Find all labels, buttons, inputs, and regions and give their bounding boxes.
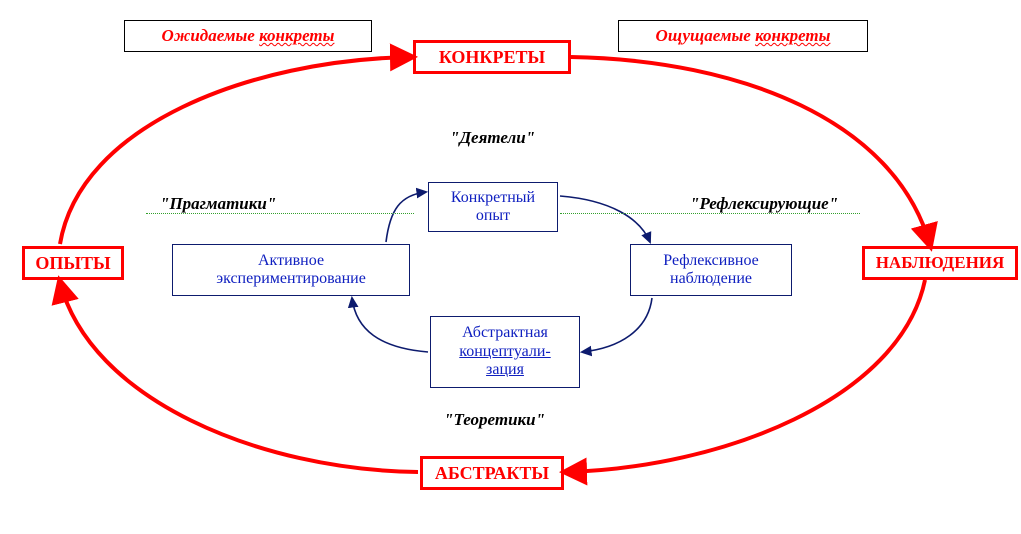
inner-node-line2: опыт: [476, 207, 510, 225]
annotation-text: Ожидаемые конкреты: [162, 26, 335, 46]
outer-node-label: АБСТРАКТЫ: [435, 463, 549, 484]
outer-arc: [571, 57, 930, 245]
inner-node-line1: Активное: [258, 252, 324, 270]
role-label-theorists: "Теоретики": [444, 410, 545, 430]
annotation-wavy: конкреты: [755, 26, 830, 45]
role-label-actors: "Деятели": [450, 128, 535, 148]
outer-node-label: НАБЛЮДЕНИЯ: [876, 253, 1005, 273]
inner-arc: [560, 196, 650, 242]
inner-node-reflective-observation: Рефлексивное наблюдение: [630, 244, 792, 296]
inner-node-line1: Абстрактная: [462, 324, 548, 342]
annotation-wavy: конкреты: [259, 26, 334, 45]
annotation-prefix: Ожидаемые: [162, 26, 260, 45]
annotation-expected-concretes: Ожидаемые конкреты: [124, 20, 372, 52]
role-label-pragmatics: "Прагматики": [160, 194, 276, 214]
inner-node-concrete-experience: Конкретный опыт: [428, 182, 558, 232]
outer-arc: [566, 280, 925, 472]
outer-arc: [60, 57, 411, 244]
inner-arc: [582, 298, 652, 352]
green-divider-right: [560, 213, 860, 214]
role-label-reflectors: "Рефлексирующие": [690, 194, 838, 214]
annotation-prefix: Ощущаемые: [656, 26, 756, 45]
outer-node-concretes: КОНКРЕТЫ: [413, 40, 571, 74]
outer-node-experiments: ОПЫТЫ: [22, 246, 124, 280]
inner-node-abstract-conceptualization: Абстрактная концептуали- зация: [430, 316, 580, 388]
green-divider-left: [146, 213, 414, 214]
annotation-sensed-concretes: Ощущаемые конкреты: [618, 20, 868, 52]
inner-node-line2: экспериментирование: [216, 270, 366, 288]
inner-arc: [352, 298, 428, 352]
outer-node-abstracts: АБСТРАКТЫ: [420, 456, 564, 490]
inner-node-line2a: концептуали-: [459, 343, 550, 361]
inner-arc: [386, 192, 426, 242]
annotation-text: Ощущаемые конкреты: [656, 26, 831, 46]
inner-node-line2: наблюдение: [670, 270, 752, 288]
outer-node-label: ОПЫТЫ: [35, 253, 110, 274]
outer-arc: [60, 282, 418, 472]
inner-node-line2b: зация: [486, 361, 524, 379]
inner-node-active-experimentation: Активное экспериментирование: [172, 244, 410, 296]
inner-node-line1: Рефлексивное: [663, 252, 759, 270]
outer-node-label: КОНКРЕТЫ: [439, 47, 545, 68]
outer-node-observations: НАБЛЮДЕНИЯ: [862, 246, 1018, 280]
inner-node-line1: Конкретный: [451, 189, 535, 207]
